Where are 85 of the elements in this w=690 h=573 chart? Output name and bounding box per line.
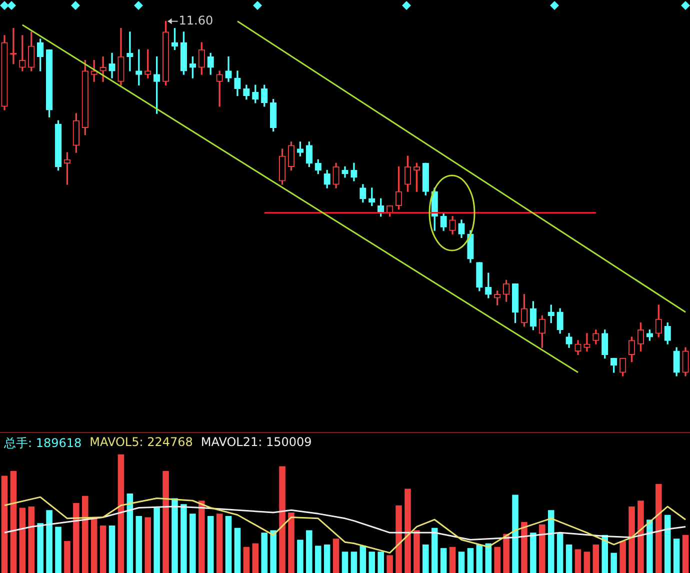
bar — [548, 510, 554, 573]
bar — [207, 516, 214, 573]
bar — [100, 526, 106, 573]
bar — [314, 546, 322, 573]
bar — [324, 544, 330, 573]
bar — [656, 484, 662, 573]
bar — [664, 514, 671, 573]
bar — [530, 532, 536, 573]
bar — [503, 534, 510, 573]
text: MAVOL21: 150009 — [200, 435, 312, 451]
candlestick — [100, 56, 106, 82]
bar — [574, 549, 582, 573]
bar — [467, 548, 474, 573]
series-label: 总手: 189618 — [4, 435, 82, 452]
bar — [261, 532, 268, 573]
bar — [252, 543, 259, 573]
bar — [225, 516, 232, 573]
bar — [154, 508, 160, 573]
bar — [396, 505, 402, 573]
bar — [332, 538, 340, 573]
bar — [646, 520, 653, 573]
bar — [539, 524, 546, 573]
bar — [422, 544, 429, 573]
bar — [521, 522, 528, 573]
bar — [431, 528, 438, 573]
bar — [108, 526, 116, 573]
bar — [90, 517, 98, 573]
bar — [638, 500, 644, 573]
bar — [180, 504, 187, 573]
bar — [73, 503, 80, 573]
bar — [198, 500, 205, 573]
bar — [476, 544, 483, 573]
bar — [378, 552, 384, 573]
bar — [386, 555, 393, 573]
bar — [628, 506, 635, 573]
bar — [136, 516, 142, 573]
text: MAVOL5: 224768 — [90, 435, 193, 451]
bar — [440, 548, 447, 573]
bar — [458, 552, 465, 573]
annotation: 11.60 — [178, 13, 214, 28]
bar — [350, 552, 358, 573]
bar — [620, 540, 626, 573]
bar — [306, 530, 312, 573]
bar — [37, 523, 44, 573]
bar — [673, 538, 680, 573]
bar — [360, 546, 366, 573]
bar — [449, 546, 456, 573]
bar — [414, 530, 420, 573]
bar — [216, 514, 223, 573]
bar — [64, 540, 70, 573]
bar — [162, 470, 169, 573]
bar — [1, 476, 8, 573]
bar — [288, 512, 294, 573]
bar — [610, 552, 617, 573]
bar — [144, 517, 151, 573]
bar — [118, 454, 124, 573]
bar — [172, 498, 178, 573]
bar — [682, 535, 689, 573]
bar — [126, 494, 134, 573]
candlestick — [216, 70, 223, 107]
bar — [494, 546, 500, 573]
bar — [368, 552, 376, 573]
bar — [404, 488, 411, 573]
bar — [584, 552, 590, 573]
bar — [46, 510, 52, 573]
bar — [556, 532, 564, 573]
bar — [512, 494, 518, 573]
bar — [28, 506, 34, 573]
bar — [279, 466, 286, 573]
bar — [342, 552, 348, 573]
bar — [602, 535, 608, 573]
candlestick — [126, 32, 134, 72]
bar — [19, 508, 26, 573]
bar — [270, 530, 276, 573]
candlestick — [584, 333, 590, 352]
bar — [566, 544, 572, 573]
bar — [234, 528, 241, 573]
bar — [243, 546, 250, 573]
bar — [190, 514, 196, 573]
bar — [485, 543, 492, 573]
bar — [592, 544, 600, 573]
bar — [82, 496, 88, 573]
bar — [55, 526, 62, 573]
bar — [10, 470, 17, 573]
bar — [297, 540, 304, 573]
